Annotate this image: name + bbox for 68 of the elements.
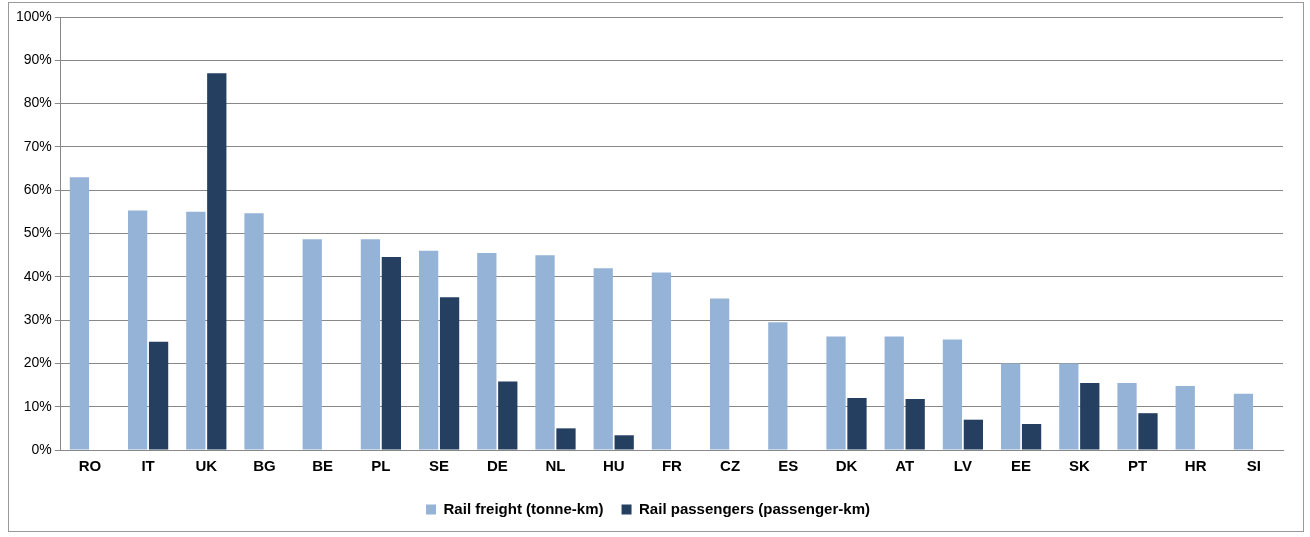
x-tick-label: BE <box>312 457 334 475</box>
x-tick-label: DE <box>486 457 508 475</box>
bar <box>942 339 963 450</box>
x-tick-label: RO <box>78 457 102 475</box>
x-tick-label: ES <box>778 457 799 475</box>
bar <box>1117 382 1137 450</box>
x-tick-label: SI <box>1246 457 1261 475</box>
bar <box>127 210 148 450</box>
x-tick-label: FR <box>661 457 683 475</box>
bar <box>69 177 90 450</box>
bar <box>768 322 788 450</box>
bar <box>593 268 613 450</box>
bar <box>1080 382 1100 450</box>
x-tick-label: DK <box>835 457 858 475</box>
bar <box>1000 363 1021 450</box>
bar <box>360 239 381 450</box>
bar <box>244 213 264 450</box>
x-tick-label: BG <box>253 457 276 475</box>
y-tick-label: 20% <box>23 354 52 371</box>
y-tick-label: 100% <box>15 7 52 24</box>
x-tick-label: EE <box>1011 457 1032 475</box>
x-tick-label: CZ <box>720 457 741 475</box>
bar <box>1175 385 1195 450</box>
x-tick-label: PL <box>371 457 391 475</box>
bar <box>381 256 402 450</box>
bar <box>186 211 206 450</box>
y-tick-label: 0% <box>31 440 52 457</box>
y-tick-label: 70% <box>23 137 52 154</box>
legend-label: Rail passengers (passenger-km) <box>639 499 870 517</box>
y-tick-label: 10% <box>23 397 52 414</box>
bar <box>884 336 904 450</box>
bar <box>709 298 730 450</box>
bar <box>847 398 867 450</box>
y-tick-label: 60% <box>23 181 52 198</box>
bar <box>439 297 460 450</box>
bar <box>1021 424 1042 450</box>
bar <box>614 435 634 450</box>
x-tick-label: IT <box>141 457 155 475</box>
bar <box>535 255 555 450</box>
y-tick-label: 40% <box>23 267 52 284</box>
bar <box>905 398 925 450</box>
x-tick-label: HU <box>602 457 625 475</box>
y-tick-label: 50% <box>23 224 52 241</box>
bar <box>1059 363 1079 450</box>
bar <box>1233 393 1254 450</box>
bar <box>1138 413 1158 450</box>
x-tick-label: UK <box>195 457 218 475</box>
bar <box>418 250 439 450</box>
bar <box>651 272 672 450</box>
bar <box>207 73 227 450</box>
bar <box>556 428 576 450</box>
x-tick-label: AT <box>895 457 915 475</box>
y-tick-label: 30% <box>23 310 52 327</box>
x-tick-label: SE <box>429 457 450 475</box>
x-tick-label: SK <box>1068 457 1090 475</box>
bar <box>963 419 984 450</box>
bar <box>498 381 518 450</box>
bar <box>826 336 846 450</box>
y-tick-label: 90% <box>23 51 52 68</box>
x-tick-label: NL <box>545 457 566 475</box>
legend-label: Rail freight (tonne-km) <box>443 499 604 517</box>
x-tick-label: PT <box>1127 457 1148 475</box>
bar <box>477 252 497 450</box>
x-tick-label: LV <box>953 457 972 475</box>
x-tick-label: HR <box>1184 457 1207 475</box>
y-tick-label: 80% <box>23 94 52 111</box>
bar <box>302 239 322 450</box>
bar <box>148 341 169 450</box>
